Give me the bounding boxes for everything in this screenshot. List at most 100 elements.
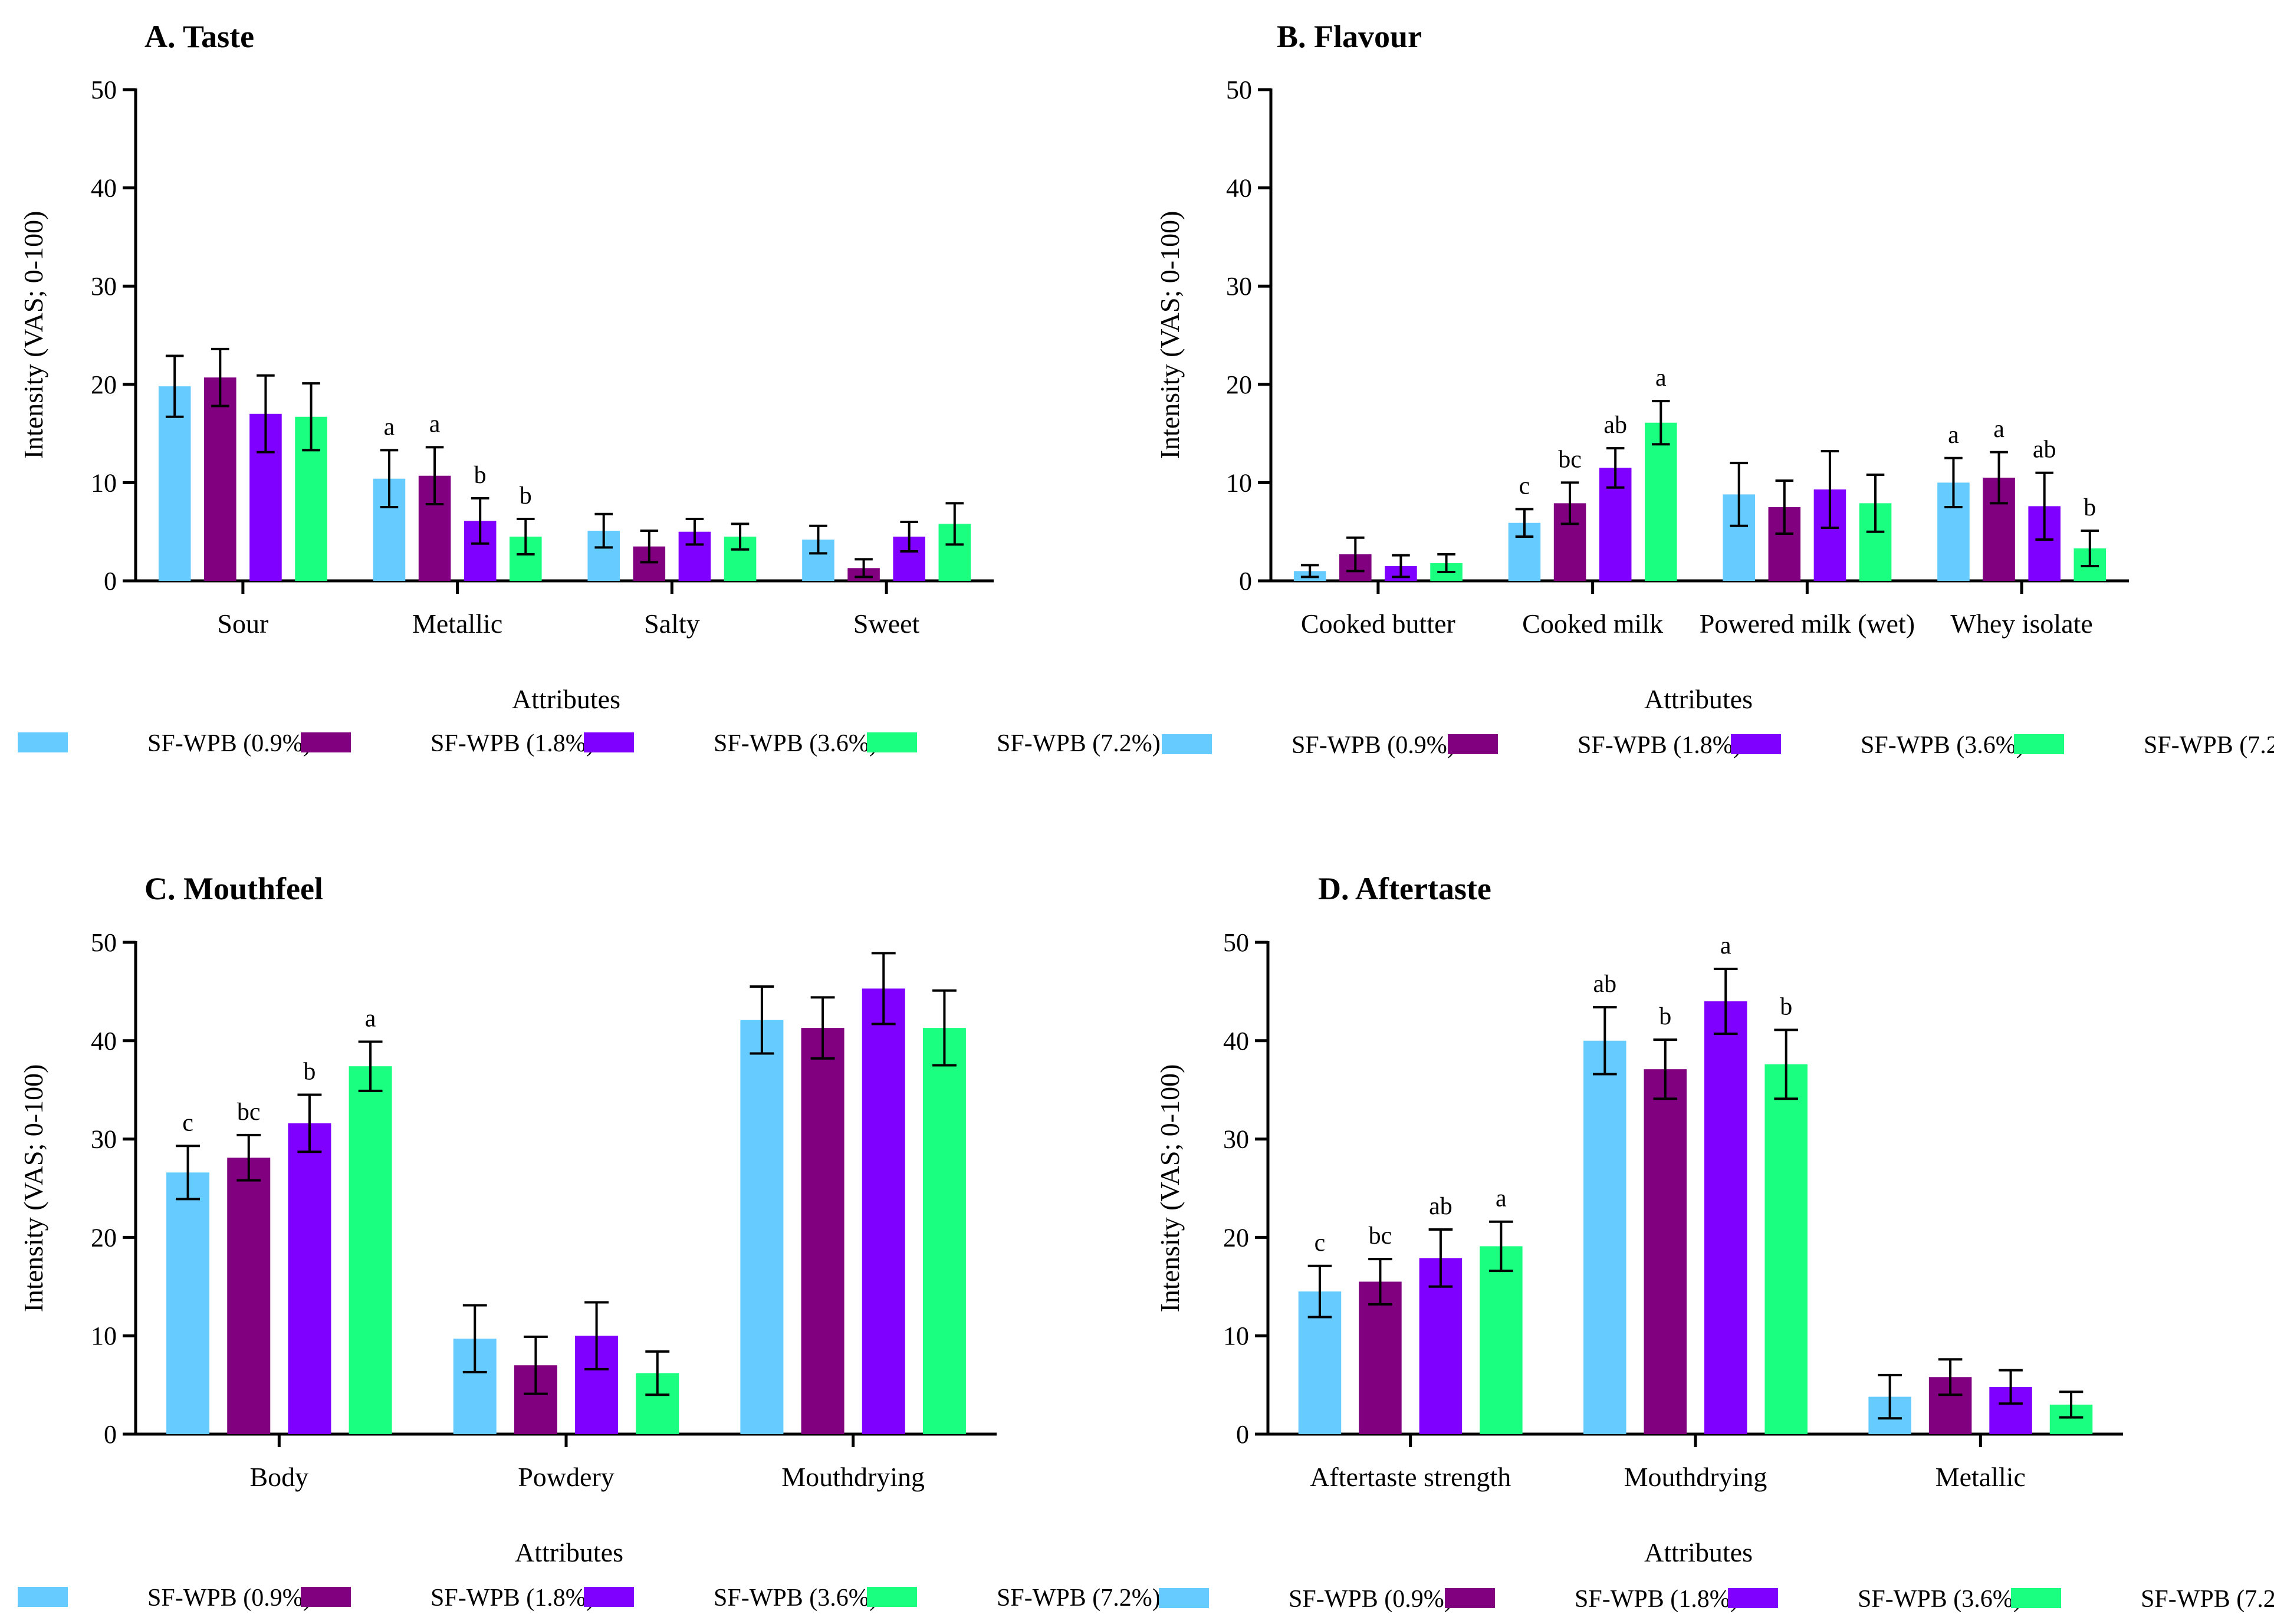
bar — [227, 1158, 271, 1434]
significance-label: bc — [1558, 446, 1582, 473]
significance-label: bc — [237, 1099, 261, 1126]
legend-label: SF-WPB (3.6%) — [1858, 1586, 2022, 1613]
legend-label: SF-WPB (7.2%) — [997, 1584, 1161, 1612]
significance-label: a — [429, 410, 441, 438]
x-tick-label: Body — [249, 1462, 308, 1492]
legend: SF-WPB (0.9%) SF-WPB (1.8%) SF-WPB (3.6%) S… — [18, 1584, 1161, 1612]
legend-swatch — [1445, 1588, 1495, 1608]
chart-title: B. Flavour — [1277, 19, 1422, 54]
legend-label: SF-WPB (1.8%) — [431, 1584, 594, 1612]
legend-label: SF-WPB (1.8%) — [1575, 1586, 1739, 1613]
significance-label: ab — [2033, 436, 2056, 463]
significance-label: a — [1993, 416, 2004, 443]
y-tick-label: 40 — [91, 174, 117, 203]
y-tick-label: 40 — [1223, 1027, 1249, 1056]
legend-swatch — [18, 1587, 68, 1607]
legend-swatch — [1728, 1588, 1778, 1608]
legend-label: SF-WPB (0.9%) — [147, 730, 311, 757]
y-tick-label: 50 — [1223, 928, 1249, 957]
x-tick-label: Mouthdrying — [1624, 1462, 1767, 1492]
x-tick-label: Metallic — [1935, 1462, 2026, 1492]
legend-label: SF-WPB (7.2%) — [997, 730, 1161, 757]
significance-label: b — [520, 482, 532, 509]
panel-d: D. Aftertaste 0 10 20 30 40 50 Intensity (VAS; … — [1155, 871, 2274, 1613]
significance-label: c — [182, 1109, 193, 1136]
x-axis-label: Attributes — [1644, 684, 1753, 714]
significance-label: a — [1948, 422, 1959, 449]
bar — [349, 1066, 392, 1434]
legend-label: SF-WPB (3.6%) — [714, 730, 878, 757]
x-tick-label: Sour — [217, 609, 268, 639]
y-tick-label: 20 — [1226, 370, 1252, 399]
legend-swatch — [1448, 734, 1498, 754]
y-tick-label: 0 — [104, 567, 117, 596]
significance-label: a — [1496, 1185, 1507, 1212]
y-tick-label: 40 — [1226, 174, 1252, 203]
bar — [1480, 1246, 1523, 1434]
y-tick-label: 20 — [1223, 1223, 1249, 1252]
bar — [1764, 1064, 1808, 1434]
panel-b: B. Flavour 0 10 20 30 40 50 Intensity (VAS; 0-1… — [1155, 19, 2274, 759]
y-tick-label: 10 — [91, 1321, 117, 1350]
significance-label: ab — [1603, 412, 1627, 439]
legend-label: SF-WPB (0.9%) — [1292, 732, 1455, 759]
legend-label: SF-WPB (3.6%) — [714, 1584, 878, 1612]
y-tick-label: 50 — [91, 928, 117, 957]
legend-swatch — [2011, 1588, 2061, 1608]
legend-label: SF-WPB (7.2%) — [2141, 1586, 2274, 1613]
legend-swatch — [584, 1587, 634, 1607]
bar — [740, 1020, 784, 1434]
y-tick-label: 40 — [91, 1027, 117, 1056]
panel-a: A. Taste 0 10 20 30 40 50 Intensity (VAS; 0-100… — [18, 19, 1161, 757]
chart-title: A. Taste — [144, 19, 254, 54]
legend-swatch — [867, 1587, 917, 1607]
legend-label: SF-WPB (1.8%) — [431, 730, 594, 757]
y-tick-label: 50 — [1226, 75, 1252, 104]
x-tick-label: Cooked butter — [1301, 609, 1455, 639]
significance-label: b — [1659, 1003, 1671, 1030]
significance-label: a — [1720, 932, 1731, 959]
x-tick-label: Powered milk (wet) — [1700, 609, 1915, 639]
y-tick-label: 30 — [91, 1125, 117, 1154]
significance-label: b — [474, 462, 487, 489]
y-axis-label: Intensity (VAS; 0-100) — [18, 1064, 48, 1313]
bar — [204, 377, 236, 581]
significance-label: a — [1655, 364, 1667, 392]
y-tick-label: 20 — [91, 1223, 117, 1252]
bar — [288, 1123, 331, 1434]
legend-swatch — [584, 732, 634, 752]
x-tick-label: Powdery — [518, 1462, 614, 1492]
x-axis-label: Attributes — [515, 1537, 623, 1567]
y-tick-label: 30 — [91, 272, 117, 301]
y-tick-label: 10 — [1226, 468, 1252, 497]
significance-label: b — [2084, 494, 2096, 521]
legend-label: SF-WPB (3.6%) — [1861, 732, 2025, 759]
legend-label: SF-WPB (0.9%) — [1289, 1586, 1453, 1613]
significance-label: b — [303, 1058, 316, 1086]
legend-swatch — [2014, 734, 2064, 754]
panel-c: C. Mouthfeel 0 10 20 30 40 50 Intensity (VAS; 0… — [18, 871, 1161, 1612]
y-tick-label: 30 — [1223, 1125, 1249, 1154]
bar — [1645, 422, 1677, 581]
y-tick-label: 10 — [1223, 1321, 1249, 1350]
legend-swatch — [18, 732, 68, 752]
significance-label: ab — [1429, 1193, 1453, 1220]
legend: SF-WPB (0.9%) SF-WPB (1.8%) SF-WPB (3.6%) S… — [1159, 1586, 2274, 1613]
bar — [1583, 1040, 1626, 1434]
legend-swatch — [301, 1587, 351, 1607]
significance-label: c — [1519, 472, 1530, 499]
y-axis-label: Intensity (VAS; 0-100) — [18, 211, 48, 459]
legend-label: SF-WPB (1.8%) — [1578, 732, 1741, 759]
y-axis-label: Intensity (VAS; 0-100) — [1155, 1064, 1185, 1313]
y-tick-label: 10 — [91, 468, 117, 497]
legend-swatch — [1159, 1588, 1209, 1608]
significance-label: b — [1780, 993, 1792, 1020]
y-tick-label: 0 — [104, 1420, 117, 1449]
legend-label: SF-WPB (0.9%) — [147, 1584, 311, 1612]
legend-swatch — [1162, 734, 1212, 754]
x-tick-label: Salty — [644, 609, 700, 639]
legend: SF-WPB (0.9%) SF-WPB (1.8%) SF-WPB (3.6%) S… — [1162, 732, 2274, 759]
legend-label: SF-WPB (7.2%) — [2144, 732, 2274, 759]
x-axis-label: Attributes — [512, 684, 620, 714]
